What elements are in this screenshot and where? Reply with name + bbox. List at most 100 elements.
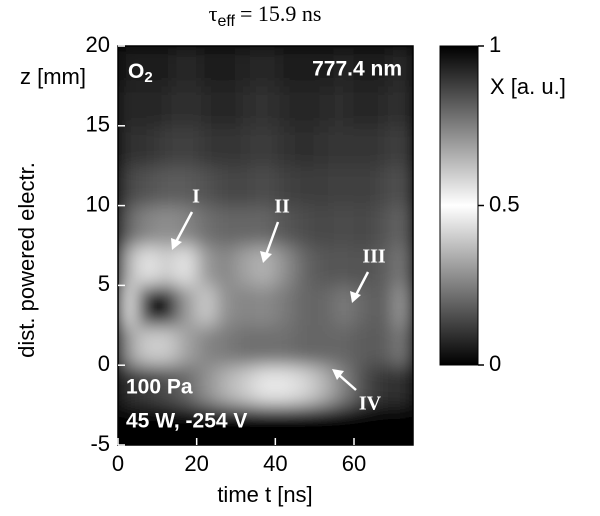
heat-cell — [235, 46, 257, 87]
heat-cell — [156, 85, 178, 127]
heat-cell — [333, 404, 355, 445]
heat-cell — [235, 364, 257, 406]
heat-cell — [314, 284, 335, 326]
heat-cell — [353, 165, 375, 207]
heat-cell — [196, 364, 217, 406]
heat-cell — [118, 284, 139, 326]
heat-cell — [118, 165, 139, 207]
heat-cell — [235, 245, 257, 286]
heat-cell — [196, 404, 217, 445]
heat-cell — [255, 85, 276, 127]
heat-cell — [255, 284, 276, 326]
heat-cell — [156, 125, 178, 167]
y-tick-label: 20 — [86, 32, 110, 57]
heat-cell — [314, 364, 335, 406]
heat-cell — [373, 284, 394, 326]
heat-cell — [215, 125, 237, 167]
heat-cell — [294, 205, 316, 246]
colorbar — [439, 45, 479, 366]
heat-cell — [137, 324, 158, 366]
heat-cell — [215, 364, 237, 406]
heat-cell — [137, 245, 158, 286]
heat-cell — [235, 404, 257, 445]
heat-cell — [235, 165, 257, 207]
heat-cell — [274, 284, 296, 326]
heat-cell — [235, 284, 257, 326]
heat-cell — [235, 324, 257, 366]
heat-cell — [294, 125, 316, 167]
heat-cell — [137, 125, 158, 167]
heat-cell — [196, 205, 217, 246]
pressure: 100 Pa — [126, 376, 193, 399]
heat-cell — [294, 324, 316, 366]
heat-cell — [215, 404, 237, 445]
heat-cell — [314, 165, 335, 207]
heat-cell — [118, 364, 139, 406]
heat-cell — [215, 165, 237, 207]
heat-cell — [353, 46, 375, 87]
species-label: O2 — [128, 60, 153, 86]
heat-cell — [118, 85, 139, 127]
heat-cell — [333, 46, 355, 87]
heat-cell — [255, 46, 276, 87]
heat-cell — [176, 85, 198, 127]
wavelength: 777.4 nm — [312, 58, 402, 81]
heat-cell — [373, 205, 394, 246]
heat-cell — [156, 205, 178, 246]
heat-cell — [235, 125, 257, 167]
heat-cell — [196, 165, 217, 207]
heat-cell — [196, 85, 217, 127]
y-axis-label: dist. powered electr. — [14, 162, 39, 358]
heat-cell — [176, 404, 198, 445]
heat-cell — [353, 205, 375, 246]
heat-cell — [392, 46, 413, 87]
heat-cell — [392, 125, 413, 167]
heat-cell — [215, 324, 237, 366]
heat-cell — [137, 284, 158, 326]
heat-cell — [294, 364, 316, 406]
heat-cell — [274, 404, 296, 445]
heat-cell — [215, 284, 237, 326]
label-i: I — [192, 186, 200, 208]
heat-cell — [294, 165, 316, 207]
heat-cell — [294, 46, 316, 87]
heat-cell — [255, 364, 276, 406]
heat-cell — [196, 284, 217, 326]
x-tick-label: 20 — [184, 451, 208, 476]
heat-cell — [176, 324, 198, 366]
heat-cell — [176, 46, 198, 87]
heat-cell — [196, 245, 217, 286]
heat-cell — [353, 324, 375, 366]
heat-cell — [137, 404, 158, 445]
colorbar-label: X [a. u.] — [490, 74, 566, 99]
heat-cell — [118, 245, 139, 286]
heat-cell — [118, 324, 139, 366]
heat-cell — [392, 284, 413, 326]
heat-cell — [373, 46, 394, 87]
heat-cell — [294, 85, 316, 127]
heat-cell — [118, 46, 139, 87]
heat-cell — [274, 364, 296, 406]
heat-cell — [235, 85, 257, 127]
y-tick-label: 0 — [98, 351, 110, 376]
heat-cell — [294, 245, 316, 286]
heat-cell — [118, 404, 139, 445]
heat-cell — [255, 245, 276, 286]
heat-cell — [392, 205, 413, 246]
heatmap — [118, 46, 413, 445]
heat-cell — [137, 46, 158, 87]
heat-cell — [255, 165, 276, 207]
heat-cell — [392, 245, 413, 286]
heat-cell — [137, 85, 158, 127]
heat-cell — [353, 284, 375, 326]
heat-cell — [314, 46, 335, 87]
heat-cell — [274, 165, 296, 207]
heat-cell — [215, 205, 237, 246]
heat-cell — [215, 46, 237, 87]
heat-cell — [314, 205, 335, 246]
heat-cell — [333, 205, 355, 246]
heat-cell — [314, 404, 335, 445]
heat-cell — [274, 324, 296, 366]
heat-cell — [373, 85, 394, 127]
